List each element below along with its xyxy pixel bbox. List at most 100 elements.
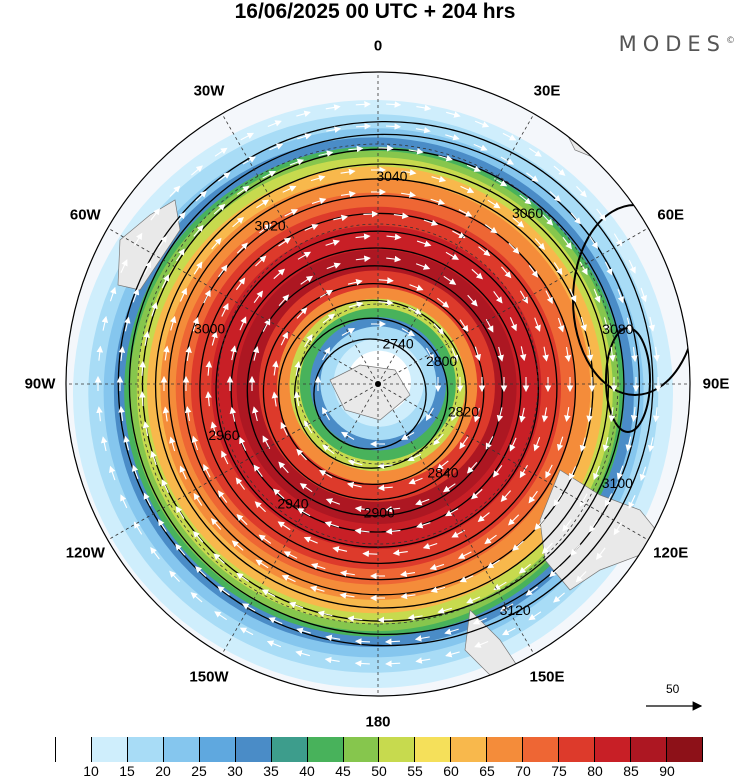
- wind-vector: [123, 435, 130, 451]
- colorbar-tick-label: 50: [371, 763, 387, 779]
- wind-vector: [541, 542, 553, 554]
- wind-vector: [436, 460, 449, 471]
- wind-vector: [355, 123, 372, 130]
- wind-vector: [593, 288, 601, 303]
- wind-vector: [278, 461, 289, 474]
- wind-vector: [562, 236, 572, 250]
- wind-vector: [492, 465, 503, 478]
- wind-vector: [272, 488, 285, 500]
- wind-vector: [132, 288, 140, 303]
- meridian-line: [377, 383, 535, 655]
- wind-vector: [269, 143, 284, 151]
- wind-vector: [218, 264, 228, 278]
- wind-vector: [326, 126, 342, 133]
- wind-scale-label: 50: [666, 682, 680, 696]
- wind-vector: [161, 479, 169, 493]
- wind-vector: [295, 650, 310, 657]
- longitude-label: 60W: [69, 206, 101, 224]
- wind-vector: [519, 407, 526, 423]
- wind-vector: [362, 550, 378, 558]
- longitude-label: 120W: [65, 544, 105, 562]
- wind-vector: [236, 185, 250, 195]
- wind-vector: [205, 391, 212, 407]
- wind-vector: [203, 463, 211, 478]
- height-contour: [183, 194, 577, 581]
- wind-vector: [415, 126, 431, 134]
- wind-vector: [296, 110, 311, 117]
- wind-vector: [193, 530, 204, 543]
- wind-vector: [339, 570, 355, 577]
- wind-vector: [647, 437, 655, 453]
- wind-vector: [296, 627, 311, 634]
- wind-vector: [133, 521, 143, 535]
- wind-vector: [277, 521, 291, 531]
- wind-vector: [230, 345, 237, 361]
- wind-vector: [640, 287, 647, 303]
- wind-vector: [508, 514, 520, 526]
- wind-vector: [118, 346, 126, 362]
- colorbar-tick-label: 65: [479, 763, 495, 779]
- colorbar-swatch: [55, 737, 91, 762]
- wind-vector: [445, 651, 460, 658]
- colorbar-tick-label: 70: [515, 763, 531, 779]
- colorbar-swatch: [630, 737, 666, 762]
- wind-vector: [652, 407, 660, 423]
- colorbar-tick-label: 60: [443, 763, 459, 779]
- wind-vector: [280, 331, 288, 346]
- wind-vector: [570, 544, 581, 557]
- wind-vector: [332, 546, 348, 553]
- wind-vector: [484, 534, 497, 545]
- wind-vector: [466, 164, 481, 172]
- wind-vector: [282, 185, 297, 193]
- wind-vector: [545, 290, 553, 305]
- wind-vector: [589, 519, 598, 533]
- wind-vector: [150, 547, 160, 560]
- wind-vector: [262, 318, 271, 332]
- wind-vector: [541, 407, 549, 423]
- meridian-line: [107, 227, 379, 385]
- colorbar-swatch: [665, 737, 703, 762]
- wind-vector: [466, 461, 478, 474]
- wind-vector: [478, 246, 491, 257]
- wind-vector: [512, 540, 524, 552]
- contour-label: 3120: [500, 602, 531, 618]
- wind-vector: [354, 638, 371, 645]
- wind-vector: [169, 185, 181, 197]
- meridian-line: [221, 113, 379, 385]
- wind-vector: [438, 155, 453, 162]
- wind-vector: [229, 406, 237, 422]
- wind-vector: [175, 248, 185, 262]
- wind-vector: [501, 266, 512, 279]
- colorbar-swatch: [594, 737, 630, 762]
- wind-vector: [378, 277, 394, 284]
- wind-vector: [120, 494, 128, 509]
- wind-vector: [283, 551, 298, 559]
- wind-vector: [157, 519, 167, 532]
- wind-vector: [653, 346, 660, 362]
- wind-vector: [416, 104, 432, 112]
- wind-vector: [437, 607, 453, 614]
- wind-vector: [266, 640, 282, 648]
- wind-vector: [162, 406, 170, 422]
- wind-vector: [217, 172, 231, 182]
- wind-vector: [472, 617, 487, 625]
- wind-vector: [430, 586, 446, 593]
- wind-vector: [533, 436, 541, 452]
- wind-vector: [217, 586, 230, 596]
- wind-vector: [529, 147, 542, 157]
- wind-vector: [422, 542, 438, 550]
- wind-vector: [252, 345, 260, 361]
- colorbar-tick-label: 75: [551, 763, 567, 779]
- wind-vector: [261, 589, 276, 597]
- wind-vector: [124, 316, 131, 332]
- wind-vector: [631, 347, 638, 363]
- wind-vector: [309, 585, 325, 593]
- wind-vector: [191, 435, 199, 451]
- wind-vector: [466, 596, 481, 604]
- wind-vector: [195, 566, 207, 577]
- contour-label: 2800: [426, 353, 457, 369]
- wind-vector: [613, 233, 623, 247]
- wind-vector: [150, 208, 160, 221]
- colorbar-tick-label: 80: [587, 763, 603, 779]
- wind-vector: [280, 421, 288, 436]
